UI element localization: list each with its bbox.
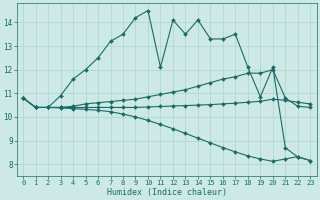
X-axis label: Humidex (Indice chaleur): Humidex (Indice chaleur) — [107, 188, 227, 197]
